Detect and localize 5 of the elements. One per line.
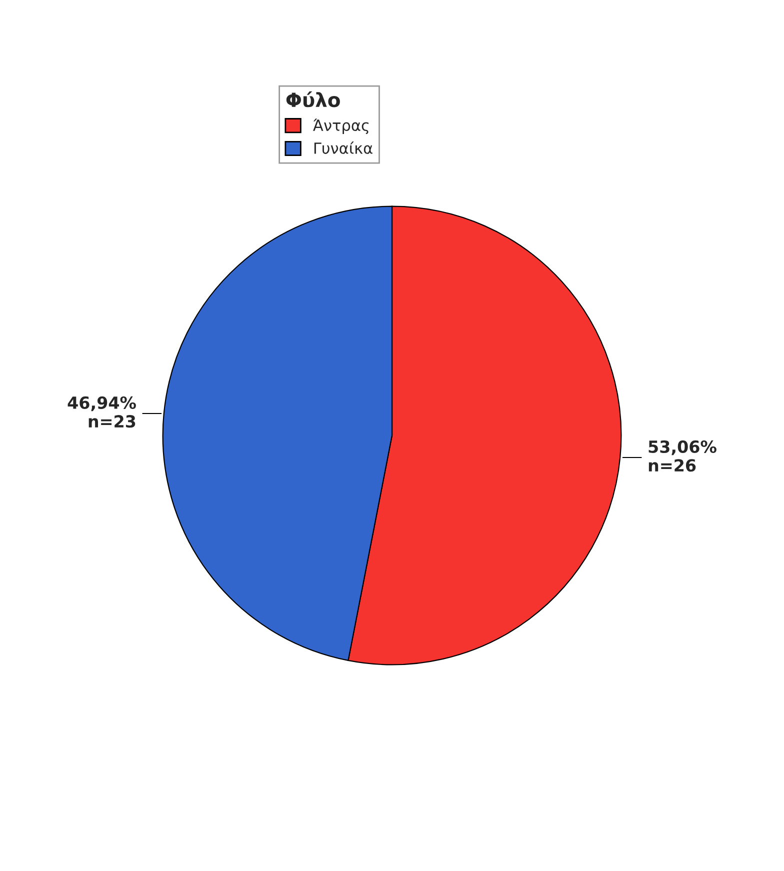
legend-title: Φύλο xyxy=(286,91,340,108)
data-label: 46,94% n=23 xyxy=(68,396,136,428)
legend-label: Γυναίκα xyxy=(314,142,372,154)
legend-label: Άντρας xyxy=(313,118,368,134)
data-label: 53,06% n=26 xyxy=(648,440,716,472)
